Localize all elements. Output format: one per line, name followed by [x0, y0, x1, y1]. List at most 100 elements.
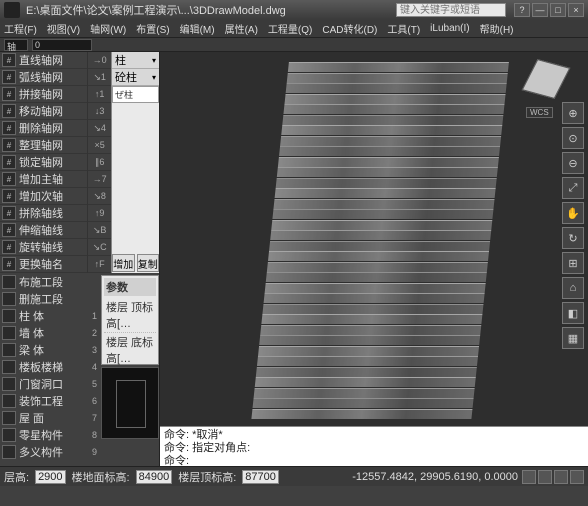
menu-item[interactable]: 属性(A)	[225, 21, 258, 36]
tool-shortcut: ↑F	[88, 256, 111, 273]
menu-item[interactable]: CAD转化(D)	[322, 21, 377, 36]
tool-row[interactable]: #拼除轴线	[0, 205, 87, 222]
tool-icon: #	[2, 257, 16, 271]
tool-shortcut: →0	[88, 52, 111, 69]
tool-shortcut: →7	[88, 171, 111, 188]
tool-shortcut: ↑1	[88, 86, 111, 103]
category-row[interactable]: 梁 体3	[0, 341, 101, 358]
minimize-icon[interactable]: —	[532, 3, 548, 17]
view-tool[interactable]: ⊕	[562, 102, 584, 124]
add-button[interactable]: 增加	[112, 254, 135, 272]
tool-row[interactable]: #旋转轴线	[0, 239, 87, 256]
command-line[interactable]: 命令: *取消* 命令: 指定对角点: 命令:	[160, 426, 588, 466]
drawing-canvas[interactable]: WCS ⊕ ⊙ ⊖ ⤢ ✋ ↻ ⊞ ⌂ ◧ ▦	[160, 52, 588, 426]
tool-row[interactable]: #整理轴网	[0, 137, 87, 154]
axis-value[interactable]: 0	[32, 39, 92, 51]
copy-button[interactable]: 复制	[137, 254, 160, 272]
app-logo	[4, 2, 20, 18]
menu-item[interactable]: iLuban(I)	[430, 23, 469, 34]
prop-col-label[interactable]: 柱	[115, 52, 126, 68]
view-tool[interactable]: ⌂	[562, 277, 584, 299]
view-tool[interactable]: ↻	[562, 227, 584, 249]
tool-row[interactable]: #移动轴网	[0, 103, 87, 120]
tool-icon: #	[2, 138, 16, 152]
status-v2[interactable]: 84900	[136, 470, 173, 484]
tool-label: 锁定轴网	[19, 154, 63, 170]
view-tool[interactable]: ⊙	[562, 127, 584, 149]
cmd-history-2: 命令: 指定对角点:	[164, 442, 584, 455]
tool-row[interactable]: #拼接轴网	[0, 86, 87, 103]
param-row[interactable]: 楼层 顶标高[…	[104, 298, 156, 333]
category-row[interactable]: 楼板楼梯4	[0, 358, 101, 375]
tool-row[interactable]: #删除轴网	[0, 120, 87, 137]
tool-row[interactable]: #伸缩轴线	[0, 222, 87, 239]
window-title: E:\桌面文件\论文\案例工程演示\...\3DDrawModel.dwg	[26, 2, 396, 18]
snap-icon[interactable]	[522, 470, 536, 484]
category-icon	[2, 377, 16, 391]
osnap-icon[interactable]	[570, 470, 584, 484]
category-row[interactable]: 删施工段	[0, 290, 101, 307]
view-tool[interactable]: ◧	[562, 302, 584, 324]
tool-row[interactable]: #增加次轴	[0, 188, 87, 205]
tool-row[interactable]: #更换轴名	[0, 256, 87, 273]
tool-label: 弧线轴网	[19, 69, 63, 85]
menu-item[interactable]: 编辑(M)	[180, 21, 215, 36]
status-v1[interactable]: 2900	[35, 470, 65, 484]
status-coord: -12557.4842, 29905.6190, 0.0000	[352, 471, 518, 483]
category-row[interactable]: 布施工段	[0, 273, 101, 290]
help-icon[interactable]: ?	[514, 3, 530, 17]
view-tool[interactable]: ▦	[562, 327, 584, 349]
prop-dim[interactable]: ぜ柱1[100*500]	[112, 86, 159, 103]
menu-item[interactable]: 布置(S)	[136, 21, 169, 36]
category-row[interactable]: 柱 体1	[0, 307, 101, 324]
tool-row[interactable]: #锁定轴网	[0, 154, 87, 171]
tool-shortcut: ↘C	[88, 239, 111, 256]
menu-item[interactable]: 视图(V)	[47, 21, 80, 36]
menu-item[interactable]: 工具(T)	[387, 21, 420, 36]
close-icon[interactable]: ×	[568, 3, 584, 17]
menu-item[interactable]: 轴网(W)	[90, 21, 126, 36]
view-tool[interactable]: ⊞	[562, 252, 584, 274]
tool-shortcut: ↘4	[88, 120, 111, 137]
category-icon	[2, 275, 16, 289]
category-row[interactable]: 屋 面7	[0, 409, 101, 426]
category-row[interactable]: 门窗洞口5	[0, 375, 101, 392]
tool-row[interactable]: #弧线轴网	[0, 69, 87, 86]
category-row[interactable]: 多义构件9	[0, 443, 101, 460]
param-header: 参数	[104, 278, 156, 296]
maximize-icon[interactable]: □	[550, 3, 566, 17]
prop-col2-label[interactable]: 砼柱	[115, 69, 137, 85]
menu-item[interactable]: 工程(F)	[4, 21, 37, 36]
cmd-history-1: 命令: *取消*	[164, 429, 584, 442]
view-tool[interactable]: ⊖	[562, 152, 584, 174]
wcs-label[interactable]: WCS	[526, 107, 553, 118]
view-tool[interactable]: ✋	[562, 202, 584, 224]
grid-icon[interactable]	[538, 470, 552, 484]
tool-label: 直线轴网	[19, 52, 63, 68]
tool-row[interactable]: #直线轴网	[0, 52, 87, 69]
category-shortcut: 2	[92, 328, 97, 338]
view-tool[interactable]: ⤢	[562, 177, 584, 199]
menu-item[interactable]: 帮助(H)	[480, 21, 514, 36]
category-row[interactable]: 装饰工程6	[0, 392, 101, 409]
chevron-down-icon[interactable]: ▾	[152, 56, 156, 65]
ortho-icon[interactable]	[554, 470, 568, 484]
category-icon	[2, 394, 16, 408]
tool-row[interactable]: #增加主轴	[0, 171, 87, 188]
param-row[interactable]: 楼层 底标高[…	[104, 333, 156, 368]
chevron-down-icon[interactable]: ▾	[152, 73, 156, 82]
tool-label: 更换轴名	[19, 256, 63, 272]
tool-icon: #	[2, 189, 16, 203]
tool-shortcut: ↘B	[88, 222, 111, 239]
category-row[interactable]: 墙 体2	[0, 324, 101, 341]
menu-item[interactable]: 工程量(Q)	[268, 21, 312, 36]
search-input[interactable]	[396, 3, 506, 17]
category-icon	[2, 445, 16, 459]
category-label: 零星构件	[19, 427, 63, 443]
tool-label: 增加次轴	[19, 188, 63, 204]
category-row[interactable]: 零星构件8	[0, 426, 101, 443]
status-v3[interactable]: 87700	[242, 470, 279, 484]
tool-label: 整理轴网	[19, 137, 63, 153]
tool-icon: #	[2, 172, 16, 186]
category-shortcut: 7	[92, 413, 97, 423]
